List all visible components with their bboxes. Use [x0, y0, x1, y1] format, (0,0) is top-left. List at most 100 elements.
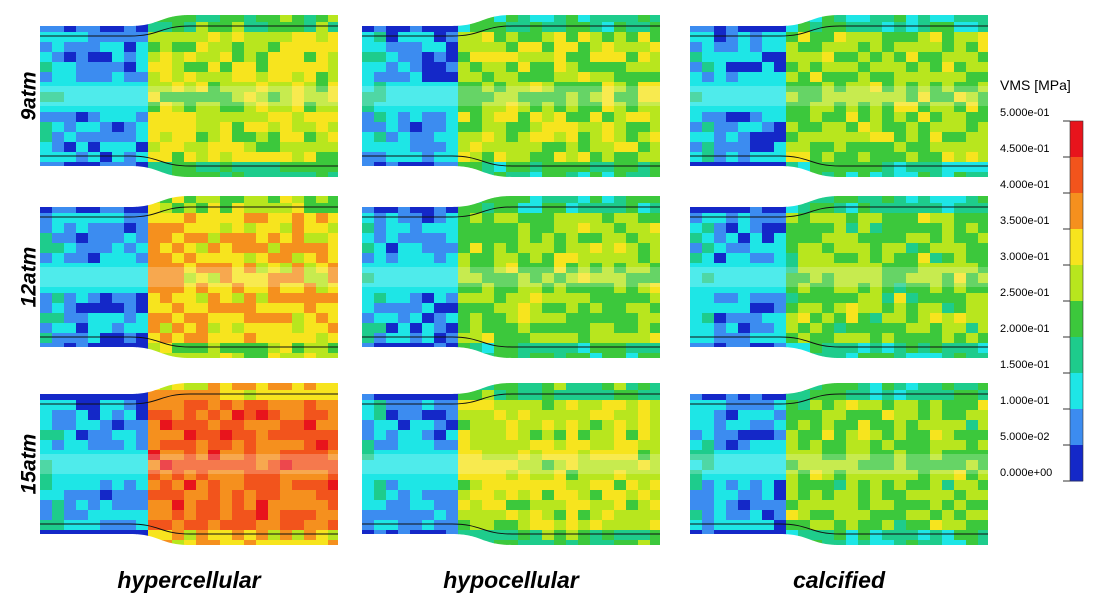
stress-cell [798, 353, 811, 364]
stress-cell [858, 410, 871, 421]
stress-cell [232, 142, 245, 153]
stress-cell [64, 430, 77, 441]
stress-cell [650, 233, 663, 244]
stress-cell [232, 490, 245, 501]
stress-cell [906, 233, 919, 244]
stress-cell [566, 323, 579, 334]
stress-cell [184, 510, 197, 521]
stress-cell [280, 430, 293, 441]
stress-cell [458, 233, 471, 244]
stress-cell [882, 243, 895, 254]
stress-cell [702, 12, 715, 23]
stress-cell [614, 233, 627, 244]
stress-cell [834, 162, 847, 173]
stress-cell [738, 203, 751, 214]
stress-cell [858, 213, 871, 224]
stress-cell [160, 243, 173, 254]
stress-cell [244, 52, 257, 63]
stress-cell [100, 500, 113, 511]
stress-cell [374, 223, 387, 234]
stress-cell [954, 132, 967, 143]
stress-cell [362, 400, 375, 411]
stress-cell [966, 62, 979, 73]
stress-cell [858, 430, 871, 441]
stress-cell [482, 32, 495, 43]
stress-cell [470, 52, 483, 63]
stress-cell [112, 172, 125, 183]
stress-cell [64, 323, 77, 334]
stress-cell [136, 530, 149, 541]
stress-cell [304, 152, 317, 163]
stress-cell [650, 142, 663, 153]
stress-cell [774, 390, 787, 401]
stress-cell [256, 253, 269, 264]
stress-cell [268, 410, 281, 421]
stress-cell [918, 193, 931, 204]
stress-cell [726, 323, 739, 334]
stress-cell [810, 480, 823, 491]
stress-cell [374, 333, 387, 344]
stress-cell [774, 303, 787, 314]
stress-cell [750, 72, 763, 83]
stress-cell [810, 353, 823, 364]
stress-cell [530, 520, 543, 531]
stress-cell [918, 343, 931, 354]
stress-cell [88, 152, 101, 163]
stress-cell [846, 72, 859, 83]
stress-cell [566, 530, 579, 541]
stress-cell [906, 172, 919, 183]
stress-cell [386, 510, 399, 521]
stress-cell [738, 400, 751, 411]
stress-cell [626, 430, 639, 441]
stress-cell [434, 410, 447, 421]
stress-cell [918, 243, 931, 254]
stress-cell [834, 410, 847, 421]
stress-cell [124, 490, 137, 501]
stress-cell [942, 480, 955, 491]
stress-cell [602, 132, 615, 143]
stress-cell [434, 142, 447, 153]
stress-cell [978, 193, 991, 204]
stress-cell [578, 293, 591, 304]
stress-cell [638, 420, 651, 431]
stress-cell [858, 253, 871, 264]
stress-cell [470, 233, 483, 244]
stress-cell [410, 520, 423, 531]
stress-cell [954, 440, 967, 451]
stress-cell [220, 390, 233, 401]
stress-cell [184, 313, 197, 324]
stress-cell [292, 243, 305, 254]
stress-cell [738, 152, 751, 163]
stress-cell [566, 172, 579, 183]
stress-cell [762, 112, 775, 123]
stress-cell [292, 410, 305, 421]
stress-cell [64, 410, 77, 421]
stress-cell [506, 480, 519, 491]
stress-cell [328, 410, 341, 421]
stress-cell [650, 400, 663, 411]
stress-cell [244, 420, 257, 431]
stress-cell [918, 112, 931, 123]
stress-cell [64, 223, 77, 234]
stress-cell [882, 52, 895, 63]
stress-cell [882, 410, 895, 421]
stress-cell [100, 323, 113, 334]
stress-cell [292, 323, 305, 334]
stress-cell [590, 32, 603, 43]
stress-cell [638, 410, 651, 421]
stress-cell [362, 333, 375, 344]
stress-cell [894, 122, 907, 133]
stress-cell [446, 213, 459, 224]
stress-cell [494, 42, 507, 53]
stress-cell [410, 303, 423, 314]
stress-cell [614, 430, 627, 441]
stress-cell [434, 72, 447, 83]
stress-cell [954, 400, 967, 411]
stress-cell [172, 530, 185, 541]
stress-cell [846, 142, 859, 153]
stress-cell [966, 193, 979, 204]
stress-cell [316, 243, 329, 254]
stress-cell [894, 510, 907, 521]
stress-cell [930, 52, 943, 63]
stress-cell [76, 62, 89, 73]
